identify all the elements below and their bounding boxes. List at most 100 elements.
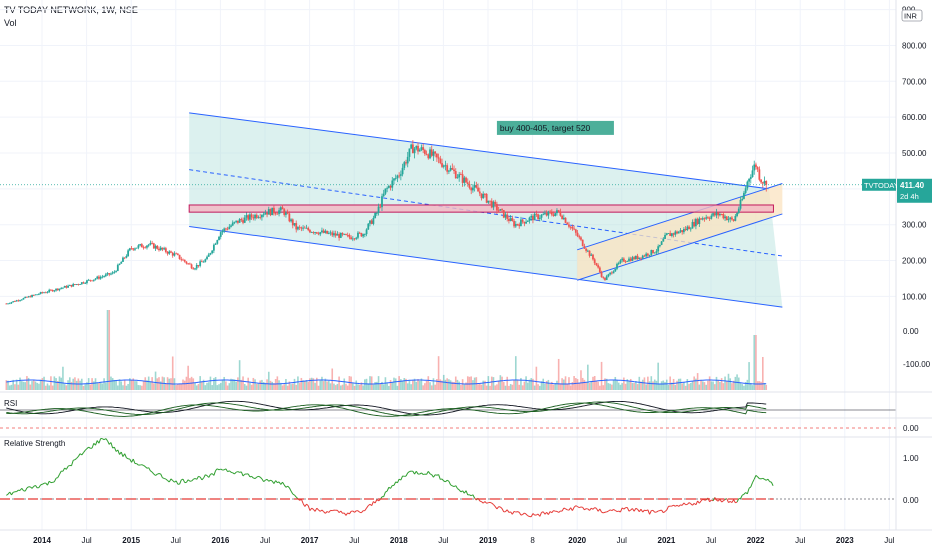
candle-body: [286, 212, 289, 214]
volume-bar: [478, 383, 481, 390]
relative-strength-line: [760, 477, 763, 480]
volume-bar: [657, 362, 659, 390]
relative-strength-line: [584, 508, 587, 511]
volume-bar: [556, 380, 558, 390]
symbol-tag[interactable]: [862, 178, 896, 191]
volume-bar: [540, 381, 543, 390]
relative-strength-line: [453, 485, 456, 488]
relative-strength-line: [719, 498, 723, 503]
candle-body: [501, 209, 503, 211]
ascending-channel-upper-line[interactable]: [577, 182, 783, 251]
candle-body: [544, 213, 546, 215]
relative-strength-line: [13, 491, 16, 493]
channel-upper-line[interactable]: [189, 112, 770, 190]
candle-body: [269, 209, 272, 216]
volume-bar: [250, 384, 253, 390]
candle-body: [202, 261, 205, 263]
candle-body: [573, 228, 576, 230]
relative-strength-line: [525, 513, 529, 517]
volume-bar: [466, 376, 469, 390]
volume-bar: [189, 378, 191, 390]
candle-body: [631, 257, 634, 261]
volume-bar: [32, 379, 35, 390]
relative-strength-line: [364, 507, 367, 511]
relative-strength-line: [752, 478, 755, 483]
candle-body: [345, 233, 347, 235]
relative-strength-line: [141, 464, 144, 466]
candle-body: [187, 263, 190, 265]
volume-bar: [525, 376, 527, 390]
candle-body: [195, 264, 198, 269]
currency-badge[interactable]: [901, 9, 923, 22]
volume-bar: [707, 380, 709, 390]
relative-strength-line: [592, 507, 596, 510]
annotation-box[interactable]: [496, 120, 614, 135]
time-axis-label: 2018: [390, 536, 408, 545]
candle-body: [62, 287, 64, 289]
volume-bar: [482, 380, 484, 390]
relative-strength-line: [196, 476, 199, 480]
time-axis-label: 2019: [479, 536, 497, 545]
relative-strength-line: [23, 490, 26, 492]
candle-body: [190, 264, 193, 269]
volume-bar: [393, 377, 395, 390]
price-axis-label: 600.00: [902, 113, 927, 122]
relative-strength-line: [259, 476, 263, 480]
volume-bar: [569, 385, 572, 390]
relative-strength-line: [549, 511, 553, 514]
ascending-channel-lower-line[interactable]: [577, 213, 783, 281]
volume-bar: [168, 378, 171, 390]
candle-body: [736, 212, 738, 216]
volume-bar: [741, 384, 744, 390]
volume-bar: [729, 378, 732, 390]
volume-bar: [183, 380, 186, 390]
relative-strength-line: [486, 502, 489, 504]
candle-body: [617, 262, 620, 264]
relative-strength-line: [146, 467, 149, 469]
volume-bar: [691, 381, 694, 390]
volume-bar: [719, 381, 721, 390]
last-price-tag[interactable]: [897, 178, 932, 203]
candle-body: [266, 212, 268, 215]
candle-body: [732, 219, 735, 221]
relative-strength-line: [513, 510, 516, 513]
volume-bar: [432, 378, 435, 390]
candle-body: [135, 247, 138, 249]
candle-body: [336, 234, 339, 236]
relative-strength-line: [136, 463, 139, 466]
channel-lower-line[interactable]: [189, 225, 783, 308]
support-zone-rectangle[interactable]: [188, 204, 774, 213]
candle-body: [398, 175, 401, 177]
relative-strength-line: [633, 508, 637, 512]
relative-strength-line: [506, 509, 510, 513]
candle-body: [264, 212, 267, 215]
candle-body: [175, 253, 178, 255]
candle-body: [358, 232, 361, 234]
volume-bar: [91, 378, 93, 390]
candle-body: [182, 259, 184, 261]
candle-body: [384, 188, 387, 194]
relative-strength-line: [658, 510, 661, 512]
candle-body: [669, 233, 672, 236]
candle-body: [590, 254, 593, 256]
volume-bar: [324, 378, 327, 390]
volume-bar: [463, 384, 466, 390]
relative-strength-line: [527, 515, 530, 517]
relative-strength-line: [217, 468, 220, 471]
volume-bar: [259, 380, 261, 390]
relative-strength-line: [656, 510, 659, 513]
volume-bar: [252, 377, 255, 390]
volume-bar: [238, 360, 241, 390]
candle-body: [489, 200, 491, 202]
volume-bar: [120, 381, 123, 390]
candle-body: [595, 263, 598, 266]
relative-strength-line: [367, 503, 371, 507]
volume-bar: [446, 378, 448, 390]
candle-body: [8, 303, 11, 305]
volume-bar: [587, 364, 589, 390]
candle-body: [310, 232, 313, 233]
candle-body: [484, 193, 486, 195]
volume-indicator-label[interactable]: Vol: [4, 18, 17, 28]
candle-body: [686, 226, 689, 230]
